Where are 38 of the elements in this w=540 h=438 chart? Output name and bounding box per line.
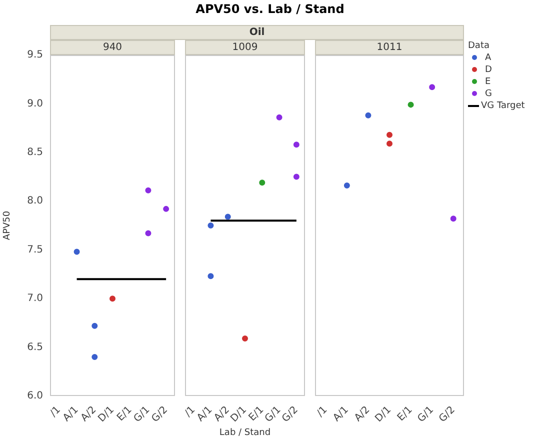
y-tick-label: 8.5 (27, 147, 43, 158)
x-axis-title: Lab / Stand (219, 428, 271, 438)
x-tick-label: G/1 (132, 404, 152, 425)
x-tick-label: /1 (182, 404, 198, 420)
x-tick-label: G/2 (150, 404, 170, 425)
legend-label: G (485, 89, 492, 99)
y-tick-label: 7.0 (27, 293, 43, 304)
y-tick-label: 9.5 (27, 50, 43, 61)
legend-label: VG Target (481, 101, 525, 111)
legend-label: A (485, 53, 492, 63)
y-tick-label: 8.0 (27, 196, 43, 207)
x-tick-label: E/1 (115, 404, 134, 424)
x-tick-label: G/1 (416, 404, 436, 425)
chart-title: 940 (50, 40, 175, 55)
x-tick-label: /1 (48, 404, 63, 420)
text: Oil (50, 25, 464, 40)
x-tick-label: E/1 (396, 404, 415, 424)
x-tick-label: A/1 (195, 404, 215, 424)
x-tick-label: D/1 (228, 404, 249, 425)
y-axis-title: APV50 (2, 210, 13, 240)
y-tick-label: 9.0 (27, 98, 43, 110)
text: APV50 vs. Lab / Stand (194, 2, 346, 16)
y-tick-label: 7.5 (27, 244, 43, 256)
x-tick-label: A/1 (61, 404, 81, 424)
legend-title: Data (468, 40, 490, 52)
chart-title: 1011 (315, 40, 464, 55)
x-tick-label: D/1 (373, 404, 394, 425)
chart-title: 1009 (185, 40, 305, 55)
y-tick-label: 6.0 (27, 390, 43, 402)
legend-label: D (485, 65, 492, 75)
legend-label: E (485, 77, 491, 87)
y-tick-label: 6.5 (27, 342, 43, 353)
x-tick-label: /1 (314, 404, 330, 420)
x-tick-label: A/2 (352, 404, 372, 424)
x-tick-label: G/2 (437, 404, 458, 425)
x-tick-label: D/1 (96, 404, 116, 425)
x-tick-label: A/1 (331, 404, 351, 424)
x-tick-label: A/2 (79, 404, 99, 424)
